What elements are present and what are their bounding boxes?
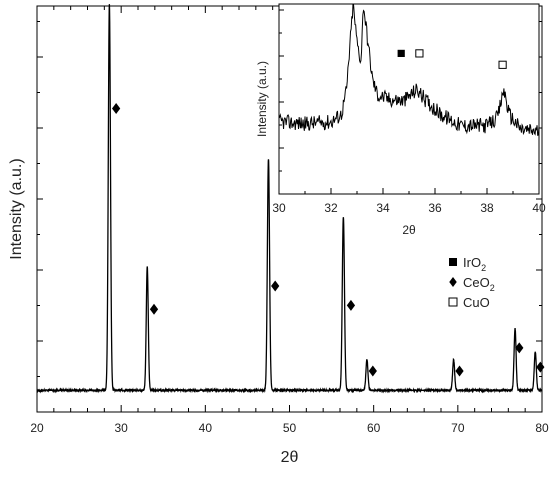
legend-entry-label: CuO	[463, 295, 490, 310]
legend-entry-label: IrO2	[463, 255, 486, 273]
inset-x-tick-label: 30	[272, 201, 286, 215]
x-tick-label: 80	[535, 421, 549, 435]
x-axis-title: 2θ	[281, 449, 299, 466]
x-tick-label: 70	[451, 421, 465, 435]
inset-x-axis-title: 2θ	[402, 223, 416, 237]
legend: IrO2 CeO2 CuO	[448, 255, 495, 310]
legend-marker	[449, 258, 457, 266]
iro2-marker	[397, 49, 405, 57]
inset-frame	[278, 3, 540, 195]
ceo2-marker	[111, 103, 121, 114]
ceo2-marker	[149, 303, 159, 315]
x-tick-label: 50	[283, 421, 297, 435]
inset-plot: 30 32 34 36 38 40 2θ Intensity (a.u.)	[255, 3, 546, 237]
inset-x-tick-label: 34	[376, 201, 390, 215]
main-plot: 20 30 40 50 60 70 80 2θ Intensity (a.u.)	[8, 4, 549, 466]
legend-entry-label: CeO2	[463, 275, 495, 293]
x-tick-label: 20	[30, 421, 44, 435]
ceo2-marker	[368, 365, 377, 377]
inset-x-tick-label: 32	[324, 201, 338, 215]
inset-pattern-line	[279, 4, 539, 136]
y-axis-title: Intensity (a.u.)	[8, 158, 25, 259]
x-tick-label: 60	[367, 421, 381, 435]
xrd-pattern-line	[36, 4, 543, 394]
cuo-marker	[415, 49, 424, 58]
ceo2-marker	[455, 365, 464, 377]
ceo2-marker	[515, 342, 524, 354]
inset-x-tick-label: 36	[428, 201, 442, 215]
legend-marker	[448, 297, 458, 307]
x-tick-label: 40	[199, 421, 213, 435]
ceo2-marker	[271, 280, 280, 292]
cuo-marker	[498, 60, 507, 69]
inset-x-tick-label: 40	[532, 201, 546, 215]
x-tick-label: 30	[114, 421, 128, 435]
ceo2-marker	[346, 299, 356, 311]
legend-marker	[449, 277, 457, 287]
ceo2-marker	[536, 361, 545, 373]
inset-y-axis-title: Intensity (a.u.)	[255, 61, 269, 137]
inset-x-tick-label: 38	[480, 201, 494, 215]
